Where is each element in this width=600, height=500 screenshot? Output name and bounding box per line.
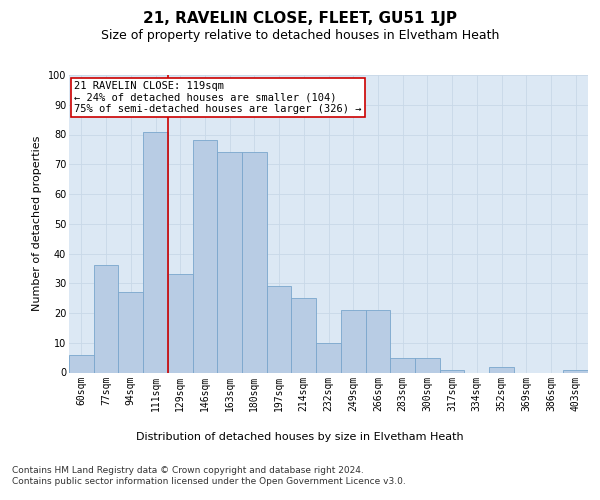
- Bar: [242, 152, 267, 372]
- Y-axis label: Number of detached properties: Number of detached properties: [32, 136, 42, 312]
- Bar: [118, 292, 143, 372]
- Text: Size of property relative to detached houses in Elvetham Heath: Size of property relative to detached ho…: [101, 28, 499, 42]
- Bar: [365, 310, 390, 372]
- Bar: [292, 298, 316, 372]
- Bar: [563, 370, 588, 372]
- Bar: [267, 286, 292, 372]
- Bar: [143, 132, 168, 372]
- Bar: [440, 370, 464, 372]
- Bar: [341, 310, 365, 372]
- Text: 21 RAVELIN CLOSE: 119sqm
← 24% of detached houses are smaller (104)
75% of semi-: 21 RAVELIN CLOSE: 119sqm ← 24% of detach…: [74, 81, 362, 114]
- Bar: [390, 358, 415, 372]
- Text: Contains HM Land Registry data © Crown copyright and database right 2024.
Contai: Contains HM Land Registry data © Crown c…: [12, 466, 406, 485]
- Text: 21, RAVELIN CLOSE, FLEET, GU51 1JP: 21, RAVELIN CLOSE, FLEET, GU51 1JP: [143, 12, 457, 26]
- Bar: [217, 152, 242, 372]
- Bar: [94, 266, 118, 372]
- Bar: [193, 140, 217, 372]
- Text: Distribution of detached houses by size in Elvetham Heath: Distribution of detached houses by size …: [136, 432, 464, 442]
- Bar: [69, 354, 94, 372]
- Bar: [415, 358, 440, 372]
- Bar: [168, 274, 193, 372]
- Bar: [316, 343, 341, 372]
- Bar: [489, 366, 514, 372]
